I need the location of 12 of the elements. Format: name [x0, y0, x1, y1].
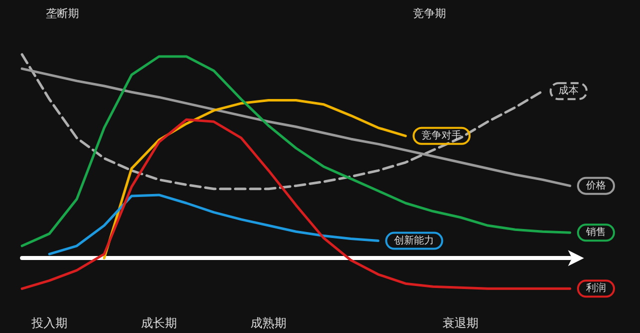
x-tick-label: 成长期: [141, 316, 177, 330]
series-label: 创新能力: [394, 234, 434, 246]
series-label: 利润: [586, 282, 606, 294]
x-tick-label: 成熟期: [250, 316, 287, 330]
text: 竞争期: [413, 7, 446, 20]
series-label: 价格: [585, 179, 606, 192]
series-label: 竞争对手: [422, 129, 462, 142]
text: 垄断期: [46, 7, 79, 20]
series-label: 成本: [558, 84, 579, 97]
x-tick-label: 衰退期: [442, 316, 478, 330]
x-tick-label: 投入期: [30, 316, 68, 330]
series-label: 销售: [585, 226, 606, 238]
